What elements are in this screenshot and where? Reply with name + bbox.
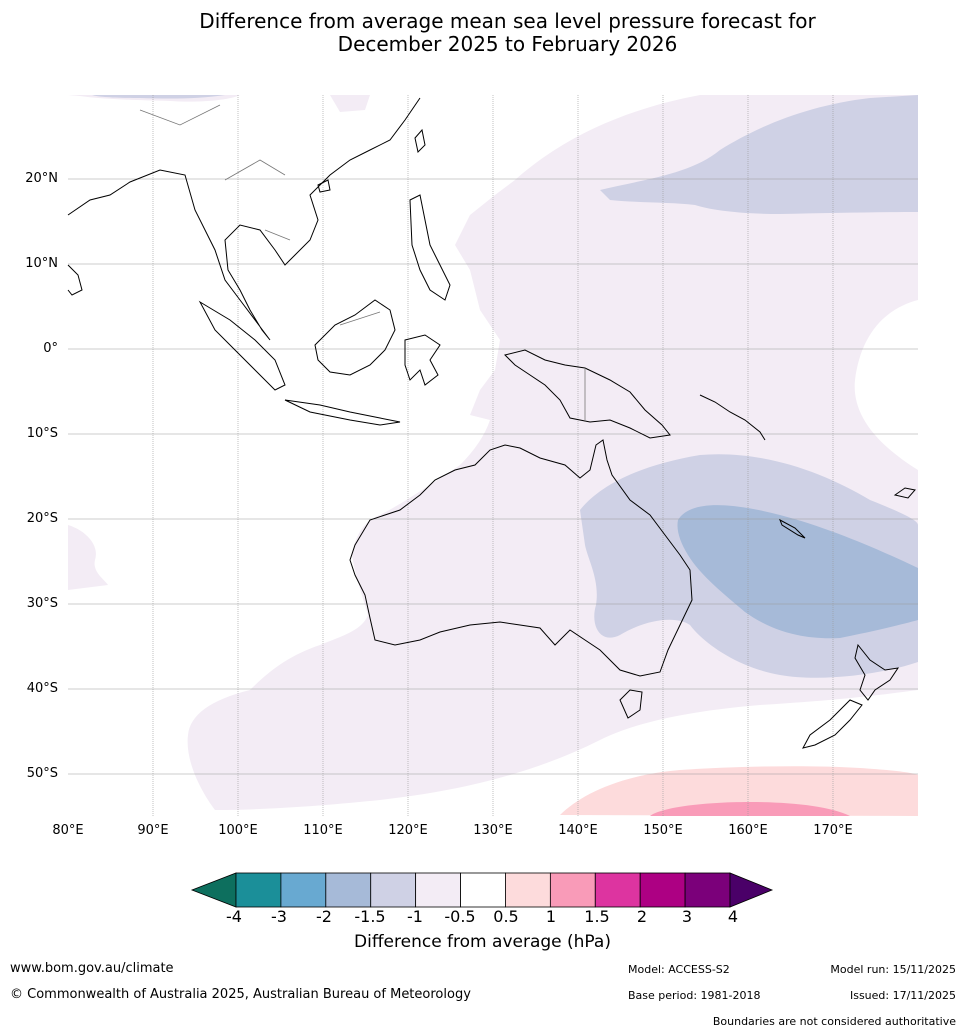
coastline-taiwan (414, 128, 426, 154)
colorbar-swatch-10 (639, 872, 686, 908)
copyright-text: © Commonwealth of Australia 2025, Austra… (10, 987, 471, 1002)
border-asia (139, 104, 381, 326)
coastline-hainan (317, 179, 331, 193)
coastline-java (284, 399, 401, 426)
anomaly-region-strong (677, 505, 918, 639)
colorbar-tick-m0-5: -0.5 (444, 907, 476, 926)
coastline-borneo (314, 299, 396, 376)
lat-label-20s: 20°S (26, 511, 58, 526)
colorbar-swatch-8 (549, 872, 596, 908)
lon-label-130e: 130°E (473, 823, 513, 838)
lat-label-20n: 20°N (25, 171, 58, 186)
lat-label-50s: 50°S (26, 766, 58, 781)
coastline-new-zealand-south (802, 699, 863, 749)
anomaly-region-light-north (330, 95, 370, 112)
colorbar-tick-p4: 4 (727, 907, 739, 926)
colorbar-tick-m2: -2 (316, 907, 332, 926)
base-period-text: Base period: 1981-2018 (628, 989, 761, 1002)
lon-label-140e: 140°E (558, 823, 598, 838)
colorbar (190, 872, 774, 908)
model-run-text: Model run: 15/11/2025 (830, 963, 956, 976)
colorbar-swatch-5 (415, 872, 461, 908)
coastline-new-guinea (504, 349, 671, 439)
lat-label-10n: 10°N (25, 256, 58, 271)
colorbar-swatch-1 (235, 872, 282, 908)
colorbar-swatch-7 (505, 872, 551, 908)
colorbar-tick-p2: 2 (636, 907, 648, 926)
lon-label-150e: 150°E (643, 823, 683, 838)
anomaly-region-light-west (68, 525, 108, 590)
disclaimer-text: Boundaries are not considered authoritat… (712, 1015, 956, 1028)
coastline-new-caledonia (779, 518, 806, 539)
colorbar-tick-m1: -1 (407, 907, 423, 926)
coastline-sri-lanka (67, 264, 83, 296)
colorbar-tick-p1: 1 (545, 907, 557, 926)
colorbar-tick-p0-5: 0.5 (493, 907, 519, 926)
anomaly-fill-layer (68, 95, 918, 816)
anomaly-region-positive-mid (650, 802, 850, 816)
model-text: Model: ACCESS-S2 (628, 963, 730, 976)
gridlines (68, 95, 918, 816)
lon-label-120e: 120°E (388, 823, 428, 838)
website-link[interactable]: www.bom.gov.au/climate (10, 961, 174, 976)
colorbar-tick-p3: 3 (681, 907, 693, 926)
coastline-tasmania (619, 689, 643, 719)
title-line-1: Difference from average mean sea level p… (199, 9, 816, 33)
coastline-new-zealand-north (854, 643, 900, 701)
anomaly-region-mid-nw (92, 95, 225, 99)
colorbar-tick-m3: -3 (271, 907, 287, 926)
coastline-fiji (893, 487, 916, 499)
lat-label-40s: 40°S (26, 681, 58, 696)
lat-label-10s: 10°S (26, 426, 58, 441)
lon-label-100e: 100°E (218, 823, 258, 838)
lat-label-30s: 30°S (26, 596, 58, 611)
colorbar-swatch-11 (684, 872, 731, 908)
borders (139, 104, 586, 422)
colorbar-title: Difference from average (hPa) (354, 932, 611, 952)
coastline-sumatra (198, 300, 286, 391)
lat-label-0: 0° (43, 341, 58, 356)
anomaly-region-positive-light (560, 766, 918, 816)
map-title: Difference from average mean sea level p… (0, 10, 965, 56)
issued-text: Issued: 17/11/2025 (849, 989, 956, 1002)
lon-label-90e: 90°E (137, 823, 169, 838)
colorbar-swatch-2 (280, 872, 327, 908)
lon-label-170e: 170°E (813, 823, 853, 838)
colorbar-swatch-3 (325, 872, 372, 908)
colorbar-tick-m1-5: -1.5 (354, 907, 386, 926)
colorbar-tick-p1-5: 1.5 (584, 907, 610, 926)
colorbar-swatch-extend-low (190, 872, 237, 908)
colorbar-swatch-4 (370, 872, 417, 908)
coastline-solomons (699, 394, 766, 441)
colorbar-swatch-9 (594, 872, 641, 908)
coastlines (67, 97, 916, 749)
coastline-australia (349, 439, 693, 677)
colorbar-tick-m4: -4 (226, 907, 242, 926)
coastline-philippines (409, 194, 451, 301)
lon-label-110e: 110°E (303, 823, 343, 838)
lon-label-160e: 160°E (728, 823, 768, 838)
lon-label-80e: 80°E (52, 823, 84, 838)
anomaly-region-mid (600, 95, 918, 214)
title-line-2: December 2025 to February 2026 (337, 32, 678, 56)
coastline-asia (67, 97, 421, 341)
colorbar-swatch-6 (460, 872, 506, 908)
colorbar-swatch-extend-high (729, 872, 774, 908)
coastline-sulawesi (404, 334, 441, 386)
